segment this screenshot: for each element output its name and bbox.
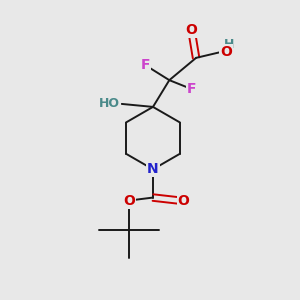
Text: H: H — [224, 38, 235, 51]
Text: O: O — [220, 45, 232, 59]
Text: F: F — [187, 82, 196, 96]
Text: N: N — [147, 162, 159, 176]
Text: O: O — [123, 194, 135, 208]
Text: O: O — [178, 194, 190, 208]
Text: HO: HO — [99, 98, 120, 110]
Text: F: F — [141, 58, 150, 72]
Text: O: O — [186, 22, 197, 37]
